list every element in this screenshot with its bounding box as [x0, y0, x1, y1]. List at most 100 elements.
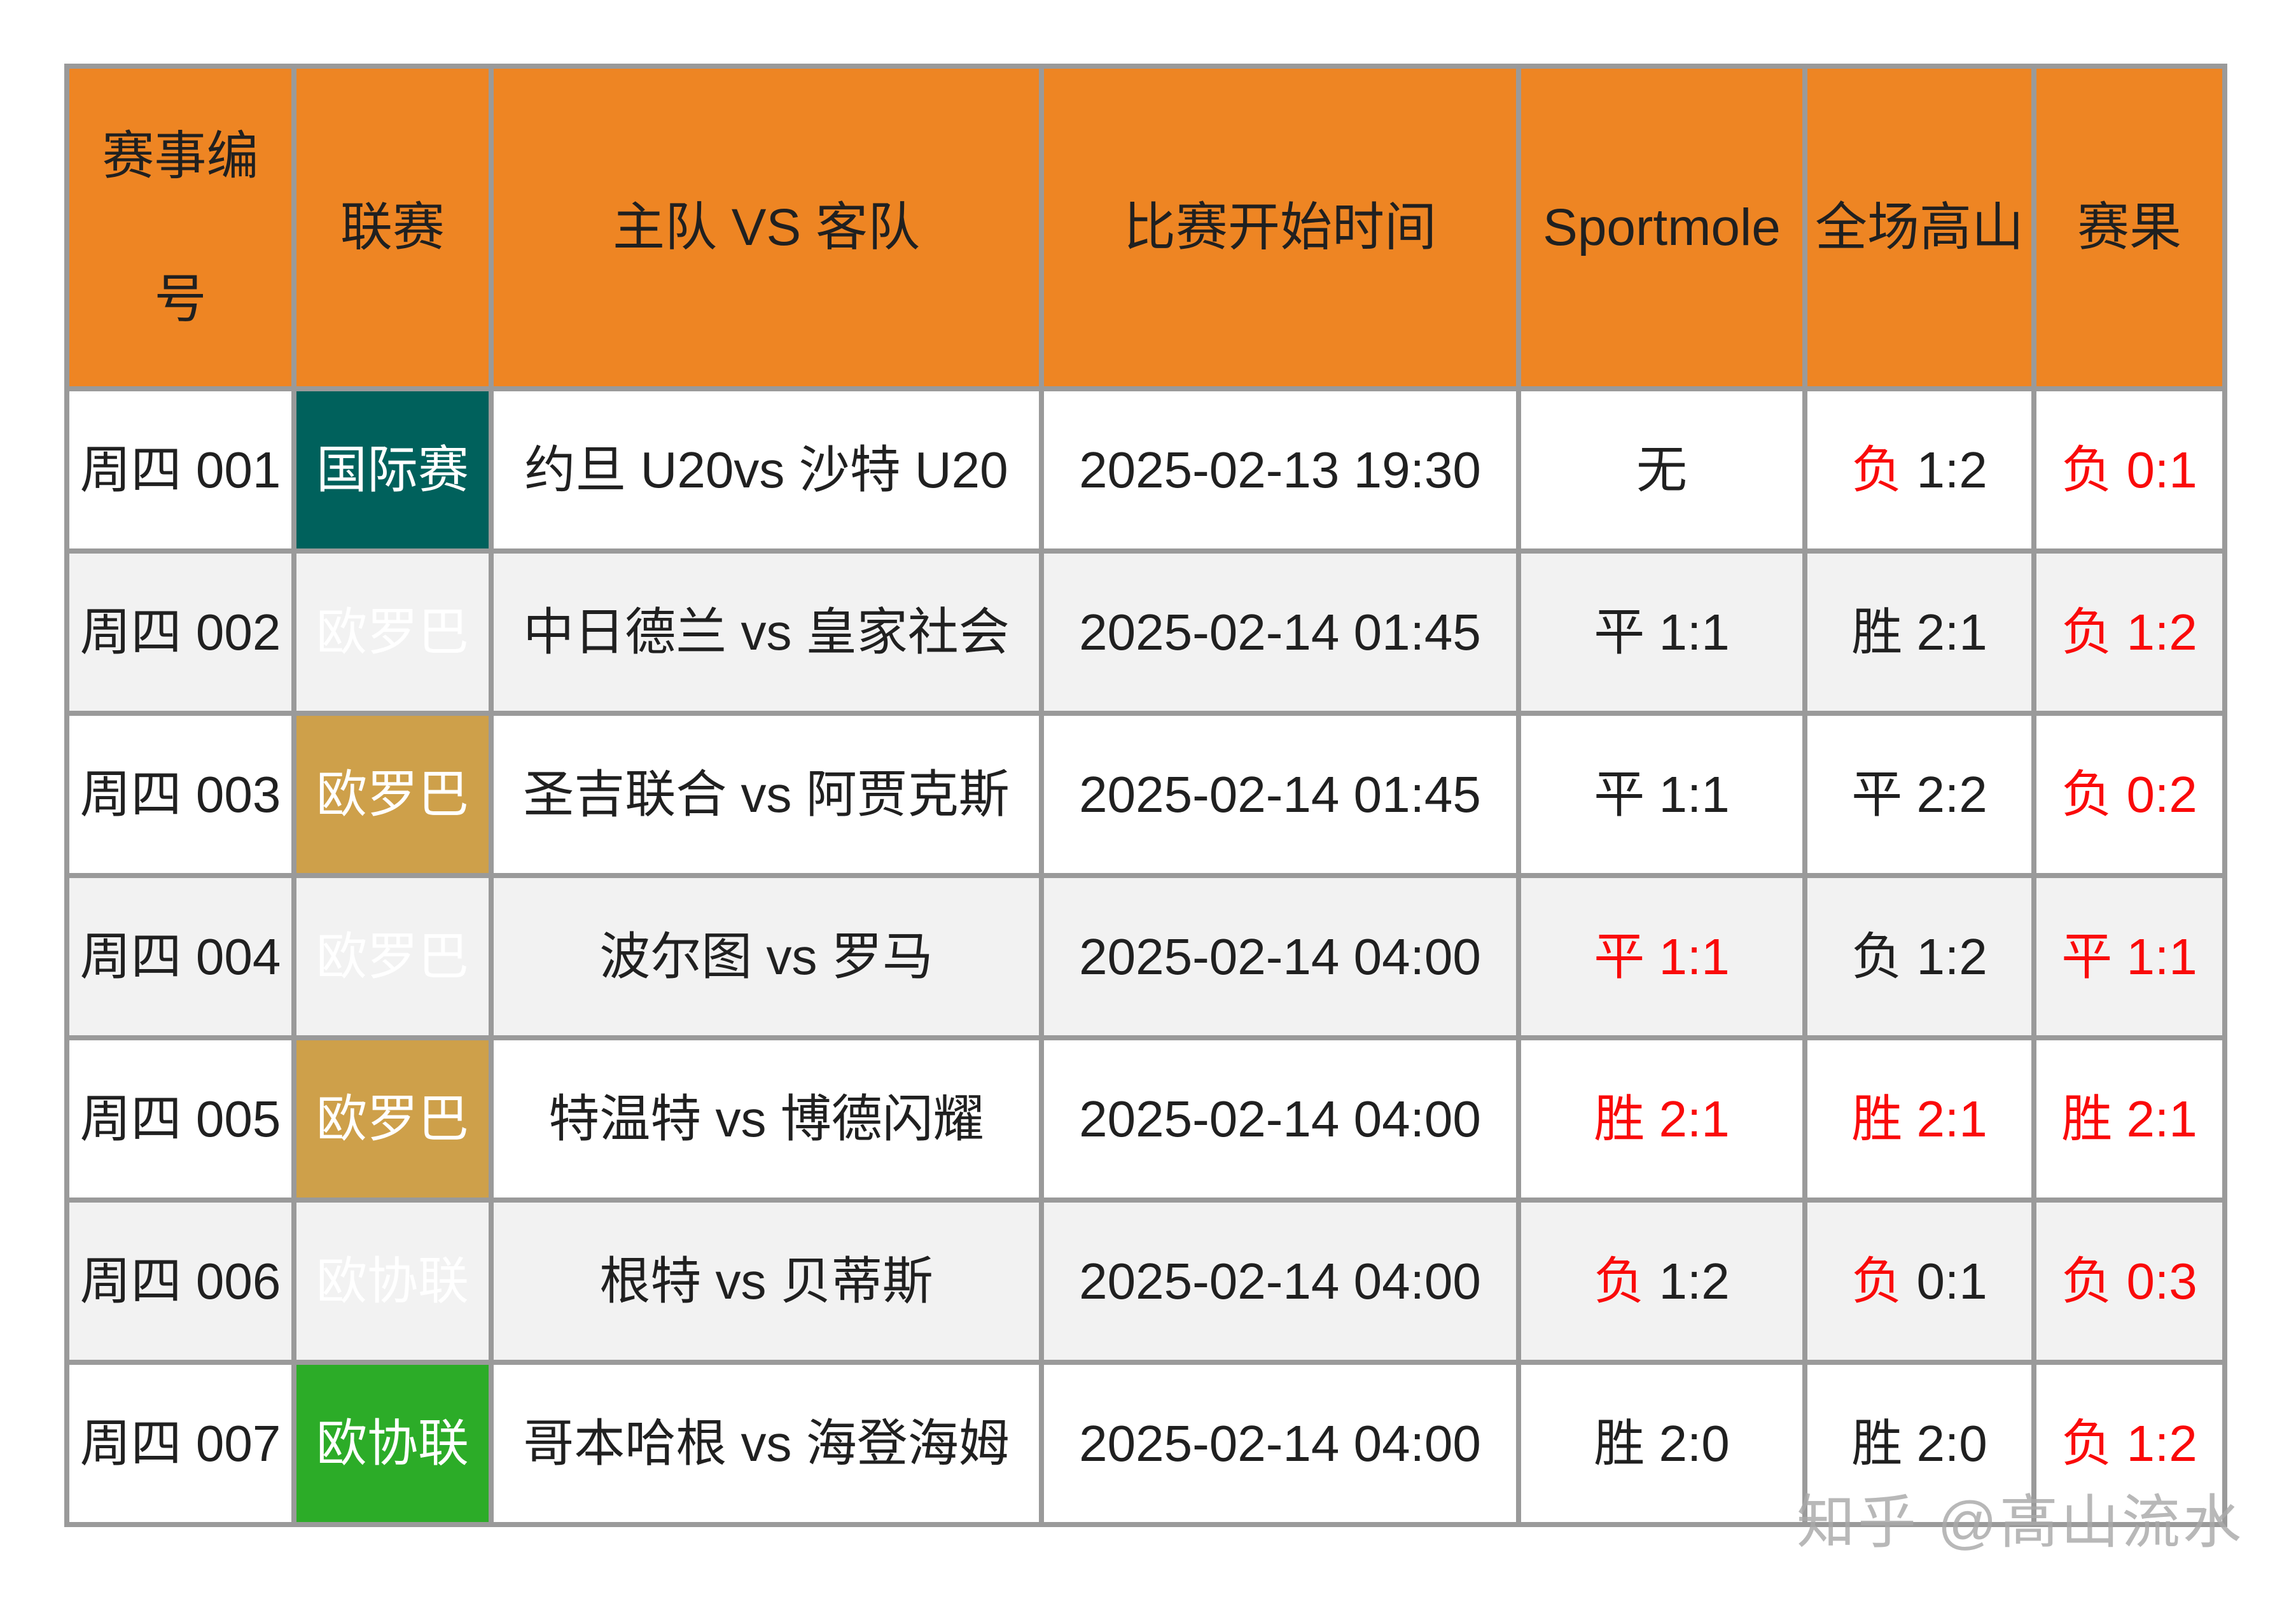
- league-badge: 欧罗巴: [291, 1035, 494, 1203]
- result-outcome: 负: [2061, 1252, 2113, 1309]
- prediction-outcome: 负: [1851, 928, 1903, 985]
- match-start-time: 2025-02-14 04:00: [1039, 1360, 1521, 1527]
- prediction-outcome: 胜: [1851, 603, 1903, 660]
- prediction-outcome: 平: [1594, 603, 1645, 660]
- league-badge: 欧协联: [291, 1360, 494, 1527]
- final-result: 负 1:2: [2031, 1360, 2227, 1527]
- result-score: 0:1: [2112, 441, 2197, 498]
- header-match-number: 赛事编号: [64, 64, 296, 391]
- zhihu-watermark: 知乎 @高山流水: [1797, 1490, 2244, 1555]
- prediction-outcome: 平: [1594, 928, 1645, 985]
- sportmole-prediction: 平 1:1: [1516, 548, 1807, 716]
- prediction-score: 2:1: [1902, 1090, 1987, 1147]
- match-number: 周四 001: [64, 386, 296, 554]
- match-start-time: 2025-02-14 01:45: [1039, 548, 1521, 716]
- match-number: 周四 005: [64, 1035, 296, 1203]
- final-result: 胜 2:1: [2031, 1035, 2227, 1203]
- final-result: 负 0:2: [2031, 711, 2227, 878]
- result-outcome: 负: [2061, 1414, 2113, 1472]
- table-row: 周四 001 国际赛 约旦 U20vs 沙特 U20 2025-02-13 19…: [64, 386, 2227, 554]
- header-gaoshan: 全场高山: [1802, 64, 2036, 391]
- match-number: 周四 006: [64, 1198, 296, 1365]
- gaoshan-prediction: 负 1:2: [1802, 873, 2036, 1040]
- result-outcome: 平: [2061, 928, 2113, 985]
- prediction-outcome: 胜: [1851, 1414, 1903, 1472]
- sportmole-prediction: 无: [1516, 386, 1807, 554]
- header-start-time: 比赛开始时间: [1039, 64, 1521, 391]
- gaoshan-prediction: 胜 2:0: [1802, 1360, 2036, 1527]
- result-outcome: 胜: [2061, 1090, 2113, 1147]
- match-start-time: 2025-02-14 04:00: [1039, 1035, 1521, 1203]
- table-row: 周四 006 欧协联 根特 vs 贝蒂斯 2025-02-14 04:00 负 …: [64, 1198, 2227, 1365]
- league-badge: 欧协联: [291, 1198, 494, 1365]
- match-start-time: 2025-02-14 04:00: [1039, 873, 1521, 1040]
- prediction-outcome: 胜: [1594, 1090, 1645, 1147]
- prediction-score: 2:1: [1902, 603, 1987, 660]
- match-number: 周四 007: [64, 1360, 296, 1527]
- table-row: 周四 003 欧罗巴 圣吉联合 vs 阿贾克斯 2025-02-14 01:45…: [64, 711, 2227, 878]
- final-result: 平 1:1: [2031, 873, 2227, 1040]
- header-sportmole: Sportmole: [1516, 64, 1807, 391]
- table-body: 周四 001 国际赛 约旦 U20vs 沙特 U20 2025-02-13 19…: [64, 386, 2227, 1527]
- table-row: 周四 004 欧罗巴 波尔图 vs 罗马 2025-02-14 04:00 平 …: [64, 873, 2227, 1040]
- prediction-score: 2:2: [1902, 765, 1987, 823]
- result-score: 1:1: [2112, 928, 2197, 985]
- match-predictions-table: 赛事编号 联赛 主队 VS 客队 比赛开始时间 Sportmole 全场高山 赛…: [64, 64, 2227, 1527]
- match-start-time: 2025-02-14 04:00: [1039, 1198, 1521, 1365]
- result-score: 2:1: [2112, 1090, 2197, 1147]
- sportmole-prediction: 平 1:1: [1516, 711, 1807, 878]
- gaoshan-prediction: 平 2:2: [1802, 711, 2036, 878]
- header-row: 赛事编号 联赛 主队 VS 客队 比赛开始时间 Sportmole 全场高山 赛…: [64, 64, 2227, 391]
- match-teams: 波尔图 vs 罗马: [489, 873, 1044, 1040]
- match-teams: 约旦 U20vs 沙特 U20: [489, 386, 1044, 554]
- header-teams: 主队 VS 客队: [489, 64, 1044, 391]
- match-number: 周四 004: [64, 873, 296, 1040]
- result-outcome: 负: [2061, 603, 2113, 660]
- match-start-time: 2025-02-14 01:45: [1039, 711, 1521, 878]
- result-outcome: 负: [2061, 441, 2113, 498]
- match-teams: 根特 vs 贝蒂斯: [489, 1198, 1044, 1365]
- prediction-outcome: 负: [1851, 441, 1903, 498]
- gaoshan-prediction: 胜 2:1: [1802, 1035, 2036, 1203]
- table-row: 周四 005 欧罗巴 特温特 vs 博德闪耀 2025-02-14 04:00 …: [64, 1035, 2227, 1203]
- prediction-score: 2:1: [1645, 1090, 1730, 1147]
- prediction-score: 1:1: [1645, 928, 1730, 985]
- table-row: 周四 002 欧罗巴 中日德兰 vs 皇家社会 2025-02-14 01:45…: [64, 548, 2227, 716]
- match-teams: 哥本哈根 vs 海登海姆: [489, 1360, 1044, 1527]
- final-result: 负 0:3: [2031, 1198, 2227, 1365]
- league-badge: 欧罗巴: [291, 873, 494, 1040]
- prediction-score: 0:1: [1902, 1252, 1987, 1309]
- league-badge: 欧罗巴: [291, 711, 494, 878]
- final-result: 负 0:1: [2031, 386, 2227, 554]
- result-score: 0:2: [2112, 765, 2197, 823]
- match-number: 周四 003: [64, 711, 296, 878]
- gaoshan-prediction: 负 1:2: [1802, 386, 2036, 554]
- prediction-outcome: 胜: [1851, 1090, 1903, 1147]
- header-league: 联赛: [291, 64, 494, 391]
- match-number: 周四 002: [64, 548, 296, 716]
- result-score: 1:2: [2112, 603, 2197, 660]
- header-result: 赛果: [2031, 64, 2227, 391]
- result-outcome: 负: [2061, 765, 2113, 823]
- prediction-score: 2:0: [1902, 1414, 1987, 1472]
- prediction-outcome: 负: [1594, 1252, 1645, 1309]
- gaoshan-prediction: 负 0:1: [1802, 1198, 2036, 1365]
- gaoshan-prediction: 胜 2:1: [1802, 548, 2036, 716]
- result-score: 1:2: [2112, 1414, 2197, 1472]
- match-start-time: 2025-02-13 19:30: [1039, 386, 1521, 554]
- prediction-score: 1:2: [1902, 928, 1987, 985]
- match-teams: 圣吉联合 vs 阿贾克斯: [489, 711, 1044, 878]
- prediction-outcome: 平: [1594, 765, 1645, 823]
- prediction-score: 1:1: [1645, 603, 1730, 660]
- prediction-score: 1:2: [1645, 1252, 1730, 1309]
- prediction-outcome: 平: [1851, 765, 1903, 823]
- sportmole-prediction: 平 1:1: [1516, 873, 1807, 1040]
- prediction-outcome: 无: [1636, 441, 1687, 498]
- table-header: 赛事编号 联赛 主队 VS 客队 比赛开始时间 Sportmole 全场高山 赛…: [64, 64, 2227, 391]
- prediction-outcome: 胜: [1594, 1414, 1645, 1472]
- table-row: 周四 007 欧协联 哥本哈根 vs 海登海姆 2025-02-14 04:00…: [64, 1360, 2227, 1527]
- match-teams: 特温特 vs 博德闪耀: [489, 1035, 1044, 1203]
- result-score: 0:3: [2112, 1252, 2197, 1309]
- league-badge: 国际赛: [291, 386, 494, 554]
